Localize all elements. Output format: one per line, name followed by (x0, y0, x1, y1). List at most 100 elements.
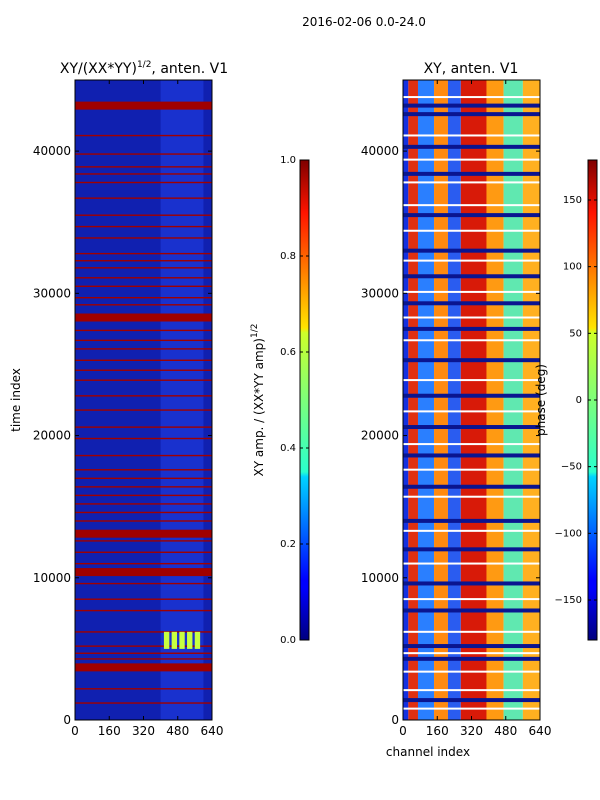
left-flag-line (75, 153, 212, 155)
right-dark-flag (403, 213, 540, 218)
right-colorbar-tick-label: −50 (561, 462, 582, 473)
left-ytick-label: 0 (63, 713, 71, 727)
left-title-suffix: , anten. V1 (151, 61, 228, 77)
right-panel: XY, anten. V1 0 160 320 480 640 0 10000 20000 3… (361, 61, 552, 759)
left-flag-line (75, 494, 212, 497)
left-flag-line (75, 702, 212, 704)
left-hot-block (171, 631, 178, 649)
left-flag-band (75, 529, 212, 538)
left-colorbar-gradient (300, 160, 309, 640)
left-colorbar-label-exp: 1/2 (250, 324, 260, 338)
right-white-flag (403, 339, 540, 342)
left-flag-line (75, 339, 212, 342)
left-flag-line (75, 214, 212, 216)
right-white-flag (403, 134, 540, 137)
right-colorbar-label: phase (deg) (534, 364, 548, 436)
right-colorbar-tick-label: −100 (555, 528, 582, 539)
left-flag-line (75, 369, 212, 371)
right-dark-flag (403, 656, 540, 661)
right-channel-segment (417, 80, 435, 720)
right-dark-flag (403, 103, 540, 108)
right-dark-flag (403, 393, 540, 398)
left-flag-line (75, 437, 212, 440)
right-channel-segment (447, 80, 461, 720)
left-xticks: 0 160 320 480 640 (71, 80, 223, 738)
left-flag-line (75, 237, 212, 239)
left-ytick-label: 10000 (33, 571, 71, 585)
left-hot-block (163, 631, 170, 649)
right-white-flag (403, 181, 540, 184)
left-flag-line (75, 582, 212, 585)
left-flag-line (75, 503, 212, 505)
left-hot-block (179, 631, 185, 649)
right-xtick-label: 480 (494, 724, 517, 738)
right-heatmap (403, 80, 540, 720)
left-flag-line (75, 520, 212, 522)
right-colorbar-tick-label: 150 (563, 195, 582, 206)
left-flag-line (75, 645, 212, 647)
left-flag-line (75, 285, 212, 288)
right-white-flag (403, 290, 540, 293)
left-colorbar-frame (299, 159, 310, 641)
left-xtick-label: 480 (166, 724, 189, 738)
left-flag-line (75, 454, 212, 457)
right-colorbar-gradient (588, 160, 597, 640)
right-white-flag (403, 410, 540, 413)
right-dark-flag (403, 608, 540, 613)
left-hot-block (187, 631, 193, 649)
left-flag-band (75, 663, 212, 672)
left-flag-line (75, 395, 212, 397)
right-white-flag (403, 630, 540, 633)
left-colorbar-tick-label: 0.6 (280, 347, 296, 358)
right-dark-flag (403, 698, 540, 703)
left-flag-line (75, 267, 212, 269)
left-flag-line (75, 688, 212, 690)
right-colorbar-ticks: −150 −100 −50 0 50 100 150 (555, 195, 597, 606)
right-channel-segment (460, 80, 487, 720)
right-xtick-label: 640 (529, 724, 552, 738)
right-title: XY, anten. V1 (424, 61, 519, 77)
right-white-flag (403, 229, 540, 232)
left-flag-line (75, 297, 212, 299)
right-channel-segment (434, 80, 448, 720)
right-dark-flag (403, 248, 540, 253)
left-flag-line (75, 225, 212, 228)
right-white-flag (403, 259, 540, 262)
left-flag-line (75, 304, 212, 306)
right-ytick-label: 10000 (361, 571, 399, 585)
left-colorbar-tick-label: 0.2 (280, 539, 296, 550)
left-ylabel: time index (9, 368, 23, 432)
right-ytick-label: 40000 (361, 144, 399, 158)
right-channel-segment (403, 80, 409, 720)
right-colorbar-tick-label: 50 (569, 328, 582, 339)
figure-suptitle: 2016-02-06 0.0-24.0 (302, 15, 426, 29)
left-colorbar-label-main: XY amp. / (XX*YY amp) (252, 338, 266, 476)
right-dark-flag (403, 144, 540, 149)
right-xtick-label: 0 (399, 724, 407, 738)
left-flag-line (75, 631, 212, 633)
right-colorbar-tick-label: −150 (555, 595, 582, 606)
right-channel-segment (522, 80, 540, 720)
right-white-flag (403, 689, 540, 692)
left-yticks: 0 10000 20000 30000 40000 (33, 144, 212, 727)
left-flag-line (75, 134, 212, 137)
right-ytick-label: 20000 (361, 429, 399, 443)
left-flag-line (75, 477, 212, 480)
right-xlabel: channel index (386, 745, 470, 759)
right-dark-flag (403, 644, 540, 649)
right-white-flag (403, 158, 540, 161)
right-dark-flag (403, 425, 540, 430)
right-white-flag (403, 707, 540, 710)
right-channel-segment (408, 80, 418, 720)
right-white-flag (403, 495, 540, 498)
left-flag-line (75, 379, 212, 381)
left-colorbar-tick-label: 1.0 (280, 155, 296, 166)
left-flag-line (75, 562, 212, 565)
right-dark-flag (403, 547, 540, 552)
left-xtick-label: 640 (201, 724, 224, 738)
left-flag-line (75, 540, 212, 542)
left-colorbar-ticks: 0.0 0.2 0.4 0.6 0.8 1.0 (280, 155, 309, 646)
left-flag-line (75, 598, 212, 600)
right-dark-flag (403, 484, 540, 489)
